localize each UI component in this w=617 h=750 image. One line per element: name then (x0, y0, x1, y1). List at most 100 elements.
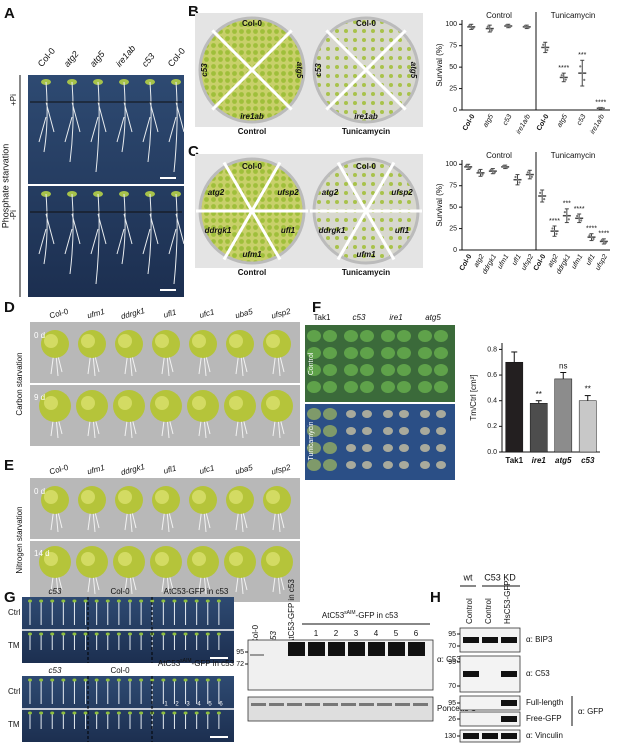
row-label: 0 d (34, 331, 45, 340)
rosette-core (81, 396, 95, 410)
point (576, 214, 579, 218)
thallus (397, 347, 411, 359)
thallus (346, 461, 356, 469)
cotyledon (205, 711, 210, 715)
line-number: 3 (354, 629, 359, 638)
thallus (323, 330, 337, 342)
band (348, 642, 365, 656)
thallus (360, 381, 374, 393)
root (168, 81, 185, 173)
genotype-label: atg2 (62, 49, 81, 69)
thallus (344, 381, 358, 393)
point (469, 167, 472, 170)
x-tick-label: c53 (576, 113, 588, 126)
point (583, 78, 586, 81)
cotyledon (50, 711, 55, 715)
y-tick-label: 75 (449, 43, 457, 50)
y-tick-label: 0 (453, 107, 457, 114)
root (90, 81, 107, 173)
rosette-core (118, 490, 132, 504)
plate-label: ddrgk1 (319, 226, 346, 235)
line-number: 2 (175, 702, 179, 708)
point (555, 232, 558, 235)
y-tick-label: 100 (445, 21, 457, 28)
line-number: 5 (394, 629, 399, 638)
point (580, 219, 583, 222)
group-label: wt (463, 572, 473, 582)
point (527, 26, 530, 29)
row-label: TM (8, 641, 20, 650)
panel-label: F (312, 299, 321, 316)
thallus (436, 461, 446, 469)
x-tick-label: c53 (581, 456, 595, 465)
thallus (418, 347, 432, 359)
group-label: AtC53-GFP in c53 (164, 587, 229, 596)
x-tick-label: Col-0 (459, 253, 474, 272)
cotyledon (116, 711, 121, 715)
rosette-core (118, 552, 132, 566)
plate-label: atg2 (322, 188, 339, 197)
construct-base: AtC53 (158, 659, 181, 668)
genotype-label: uba5 (234, 307, 254, 320)
panel-label: G (4, 589, 16, 606)
group-label: C53 KD (484, 572, 516, 582)
line-number: 2 (334, 629, 339, 638)
band (501, 637, 517, 643)
band (463, 637, 479, 643)
lane-label: AtC53-GFP in c53 (287, 579, 296, 644)
cotyledon (28, 678, 32, 682)
row-label: 9 d (34, 393, 45, 402)
construct-rest: -GFP in c53 (192, 659, 235, 668)
x-tick-label: ire1a/b (589, 113, 606, 135)
construct-label: AtC53sAIM-GFP in c53 (158, 658, 235, 668)
band (368, 642, 385, 656)
cotyledon (83, 678, 88, 682)
x-tick-label: Tak1 (505, 456, 523, 465)
sector-line (325, 29, 407, 111)
row-label: 14 d (34, 549, 50, 558)
cotyledon (94, 632, 99, 636)
y-tick-label: 25 (449, 225, 457, 232)
condition-label: Nitrogen starvation (15, 506, 24, 573)
thallus (436, 427, 446, 435)
thallus (360, 347, 374, 359)
plate-label: ddrgk1 (205, 226, 232, 235)
band (269, 703, 284, 706)
cotyledon (161, 599, 166, 603)
thallus (344, 364, 358, 376)
marker: 95 (236, 649, 244, 656)
thallus (383, 444, 393, 452)
root (142, 81, 159, 163)
thallus (323, 408, 337, 420)
y-axis-label: Survival (%) (435, 43, 444, 86)
cotyledon (194, 711, 199, 715)
point (525, 25, 528, 28)
cotyledon (139, 632, 144, 636)
bar (505, 361, 524, 453)
rosette-core (44, 552, 58, 566)
condition-label: Phosphate starvation (0, 144, 10, 229)
thallus (436, 444, 446, 452)
line-number: 1 (164, 702, 168, 708)
line-number: 4 (374, 629, 379, 638)
plate-caption: Control (238, 127, 266, 136)
genotype-label: c53 (140, 51, 157, 69)
cotyledon (61, 678, 66, 682)
thallus (418, 364, 432, 376)
construct-label: AtC53sAIM-GFP in c53 (322, 610, 399, 620)
point (581, 72, 584, 75)
marker: 95 (448, 700, 456, 707)
root (38, 81, 55, 153)
panel-label: B (188, 3, 199, 20)
y-tick-label: 75 (449, 183, 457, 190)
thallus (346, 444, 356, 452)
thallus (420, 444, 430, 452)
significance: *** (563, 201, 571, 208)
cotyledon (105, 599, 110, 603)
rosette-core (155, 334, 169, 348)
thallus (397, 364, 411, 376)
plate-label: c53 (200, 63, 209, 77)
root (64, 81, 81, 163)
cotyledon (39, 599, 44, 603)
antibody-label: Free-GFP (526, 714, 562, 723)
